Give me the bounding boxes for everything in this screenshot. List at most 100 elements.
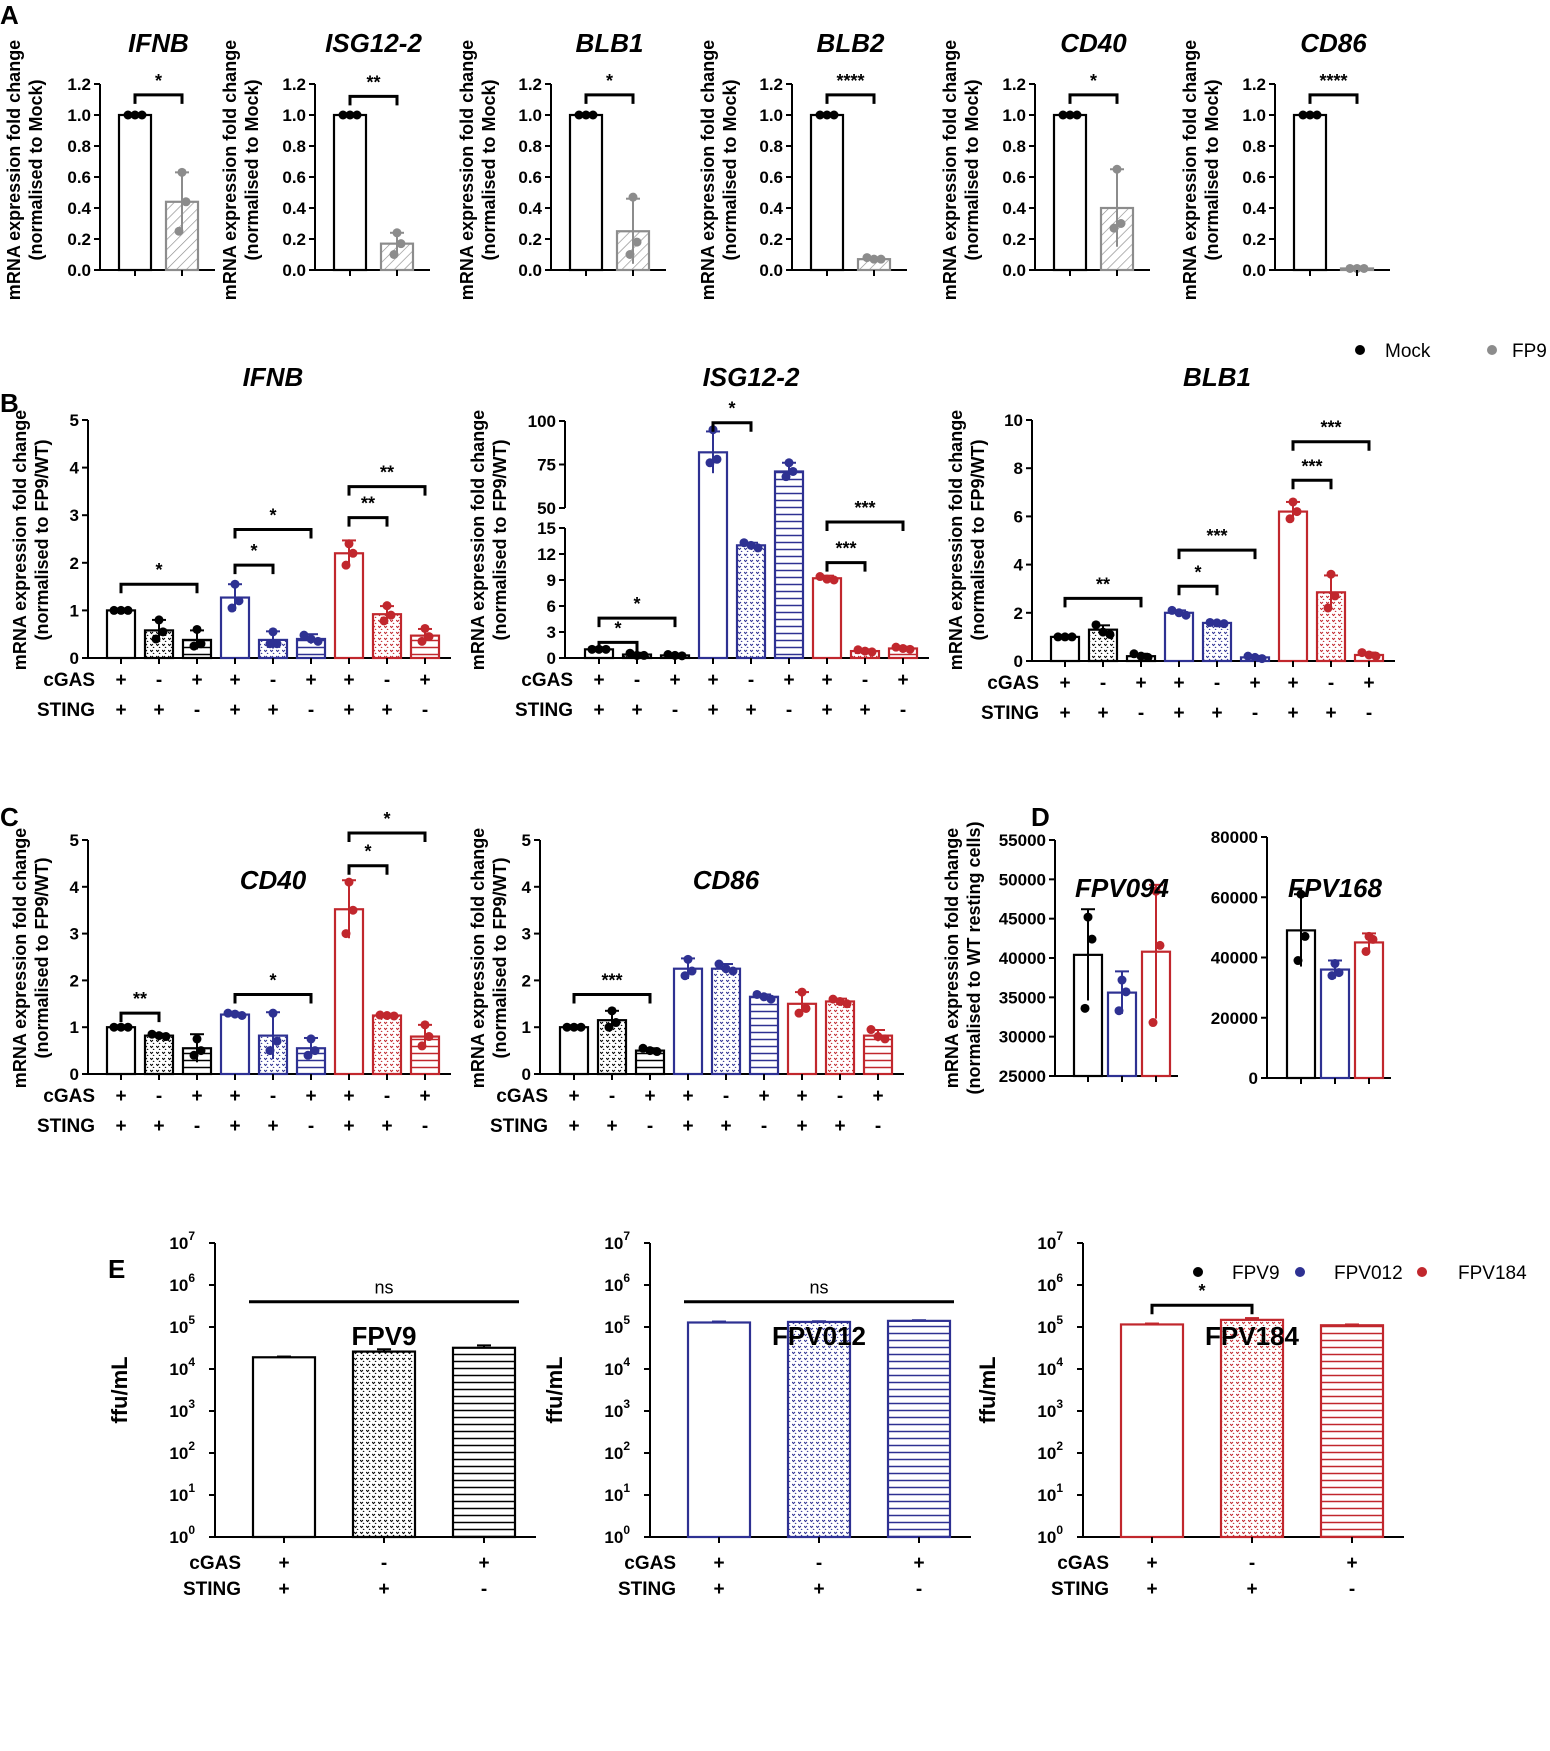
data-point: [801, 1003, 811, 1013]
y-tick-label: 106: [604, 1271, 630, 1295]
y-axis-label-line2: (normalised to FP9/WT): [32, 439, 52, 640]
bar: [811, 577, 843, 660]
y-tick-label: 3: [70, 925, 79, 944]
y-tick-label: 106: [169, 1271, 195, 1295]
data-point: [379, 616, 389, 626]
data-point: [154, 615, 164, 625]
data-point: [876, 254, 886, 264]
data-point: [341, 929, 351, 939]
data-point: [860, 646, 870, 656]
cgas-sign: +: [278, 1553, 289, 1574]
y-tick-label: 55000: [999, 831, 1046, 850]
tick-exp: 1: [188, 1481, 195, 1495]
y-axis-label-line2: (normalised to FP9/WT): [490, 439, 510, 640]
bar: [451, 1346, 517, 1539]
tick-base: 10: [169, 1234, 188, 1253]
data-point: [420, 1020, 430, 1030]
chart-title: FPV094: [1075, 873, 1169, 903]
data-point: [728, 966, 738, 976]
y-axis-label: mRNA expression fold change (normalised t…: [940, 40, 982, 300]
sig-label: *: [1194, 562, 1201, 582]
tick-base: 10: [1037, 1318, 1056, 1337]
data-point: [386, 610, 396, 620]
chart-E2: 100101102103104105106107++cGASSTING-++-n…: [542, 1229, 971, 1600]
y-tick-label: 1.2: [1242, 75, 1266, 94]
data-point: [1368, 934, 1378, 944]
data-point: [1098, 627, 1108, 637]
sig-bracket: [233, 527, 313, 539]
y-axis-label: mRNA expression fold change (normalised t…: [468, 410, 510, 670]
panel-label-A: A: [0, 0, 19, 30]
cgas-sign: +: [669, 670, 680, 691]
tick-exp: 1: [1056, 1481, 1063, 1495]
y-tick-label: 1.0: [759, 106, 783, 125]
legend-marker-mock: [1355, 345, 1365, 355]
sig-label: *: [1090, 71, 1097, 91]
tick-base: 10: [604, 1402, 623, 1421]
sting-sign: +: [153, 700, 164, 721]
tick-exp: 6: [623, 1271, 630, 1285]
y-tick-label: 1.0: [1242, 106, 1266, 125]
y-tick-label: 0.6: [1002, 168, 1026, 187]
y-tick-label: 2: [522, 971, 531, 990]
data-point: [1371, 651, 1381, 661]
data-point: [151, 634, 161, 644]
data-point: [652, 1047, 662, 1057]
data-point: [123, 1022, 133, 1032]
sig-label: **: [380, 463, 394, 483]
y-tick-label: 1.0: [67, 106, 91, 125]
sig-label: ****: [836, 71, 864, 91]
bar: [1163, 611, 1195, 663]
data-point: [341, 560, 351, 570]
cgas-sign: +: [796, 1086, 807, 1107]
y-tick-label: 10: [1004, 411, 1023, 430]
tick-base: 10: [1037, 1528, 1056, 1547]
data-point: [625, 250, 635, 259]
data-point: [1067, 632, 1077, 642]
y-tick-label: 8: [1014, 459, 1023, 478]
sting-sign: +: [593, 700, 604, 721]
y-tick-label: 0.4: [282, 199, 306, 218]
sting-label: STING: [490, 1116, 548, 1137]
chart-A6: 0.0 0.2 0.4 0.6 0.8 1.0 1.2 **** CD86 mRNA expres…: [1180, 28, 1390, 300]
chart-title: CD86: [693, 865, 760, 895]
sting-sign: -: [916, 1579, 922, 1600]
data-point: [189, 1050, 199, 1060]
data-point: [192, 1034, 202, 1044]
y-tick-label: 1.2: [67, 75, 91, 94]
tick-exp: 3: [188, 1397, 195, 1411]
data-point: [645, 1046, 655, 1056]
cgas-label: cGAS: [496, 1086, 548, 1107]
y-tick-label: 0.6: [759, 168, 783, 187]
data-point: [714, 959, 724, 969]
y-tick-label: 45000: [999, 910, 1046, 929]
cgas-sign: +: [1173, 673, 1184, 694]
tick-exp: 3: [1056, 1397, 1063, 1411]
data-point: [794, 1008, 804, 1018]
panel-label-E: E: [108, 1254, 125, 1284]
y-tick-label: 1.2: [282, 75, 306, 94]
data-point: [1060, 632, 1070, 642]
data-point: [1155, 940, 1165, 950]
tick-exp: 0: [623, 1523, 630, 1537]
data-point: [389, 1011, 399, 1021]
sting-sign: -: [422, 700, 428, 721]
data-point: [632, 650, 642, 660]
data-point: [822, 110, 832, 120]
data-point: [869, 254, 879, 264]
y-tick-label: 101: [169, 1481, 195, 1505]
y-axis-label: mRNA expression fold change (normalised t…: [220, 40, 262, 300]
tick-base: 10: [169, 1318, 188, 1337]
cgas-sign: -: [381, 1553, 387, 1574]
sig-label: ***: [601, 970, 622, 990]
data-point: [739, 538, 749, 548]
data-point: [1305, 110, 1315, 120]
sig-bracket: [825, 93, 876, 104]
sig-bracket: [1150, 1303, 1254, 1315]
cgas-label: cGAS: [521, 670, 573, 691]
data-point: [1296, 889, 1306, 899]
cgas-sign: -: [748, 670, 754, 691]
chart-A5: 0.0 0.2 0.4 0.6 0.8 1.0 1.2 * CD40 mRNA expressio…: [940, 28, 1150, 300]
sig-bracket: [348, 94, 399, 106]
data-point: [177, 167, 187, 177]
